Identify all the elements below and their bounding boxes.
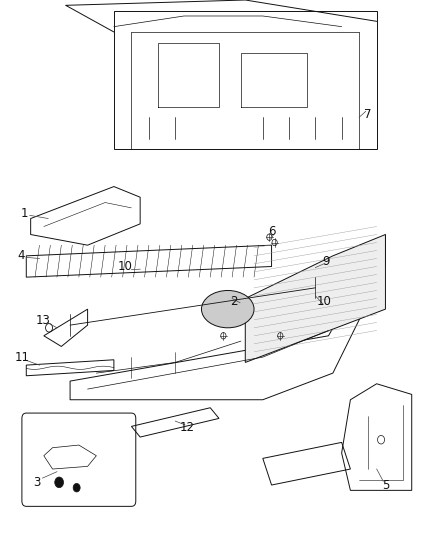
- Text: 7: 7: [364, 108, 372, 121]
- Text: 9: 9: [322, 255, 330, 268]
- Text: 6: 6: [268, 225, 276, 238]
- Ellipse shape: [201, 290, 254, 328]
- Text: 10: 10: [118, 260, 133, 273]
- Text: 13: 13: [35, 314, 50, 327]
- Text: 3: 3: [34, 476, 41, 489]
- Text: 11: 11: [14, 351, 29, 364]
- FancyBboxPatch shape: [22, 413, 136, 506]
- Circle shape: [55, 477, 64, 488]
- Text: 1: 1: [20, 207, 28, 220]
- Text: 10: 10: [317, 295, 332, 308]
- Circle shape: [73, 483, 80, 492]
- Polygon shape: [245, 235, 385, 362]
- Text: 4: 4: [17, 249, 25, 262]
- Text: 5: 5: [382, 479, 389, 491]
- Text: 12: 12: [180, 422, 195, 434]
- Text: 2: 2: [230, 295, 238, 308]
